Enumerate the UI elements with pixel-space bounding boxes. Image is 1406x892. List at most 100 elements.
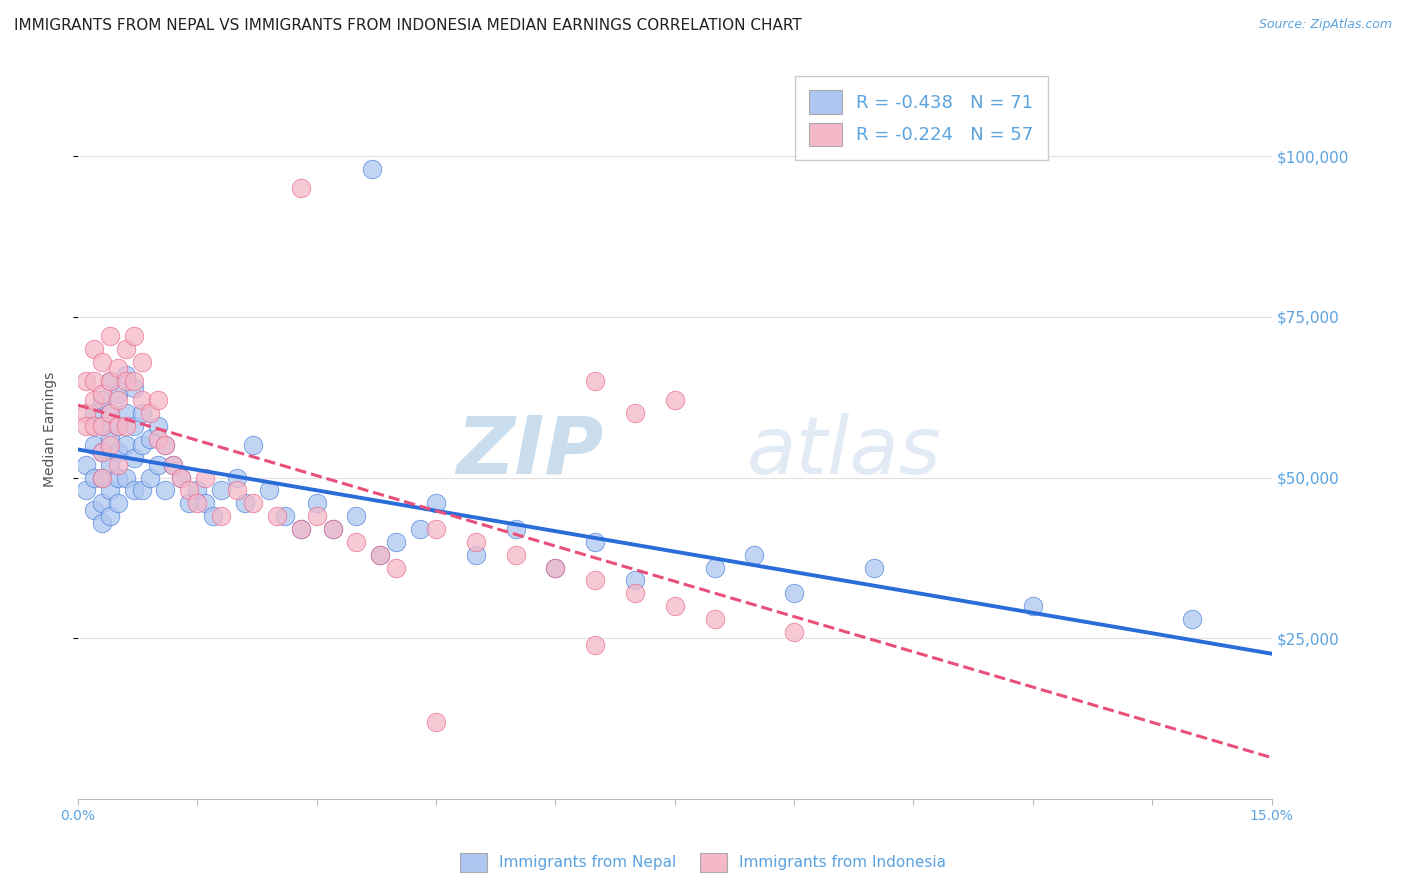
Point — [114, 368, 136, 382]
Point — [862, 560, 884, 574]
Point — [385, 560, 408, 574]
Point — [664, 393, 686, 408]
Point — [583, 374, 606, 388]
Point — [122, 451, 145, 466]
Point — [170, 470, 193, 484]
Point — [624, 574, 647, 588]
Point — [90, 419, 112, 434]
Point — [83, 393, 105, 408]
Point — [75, 406, 97, 420]
Point — [122, 483, 145, 498]
Point — [194, 496, 217, 510]
Point — [1022, 599, 1045, 614]
Point — [202, 509, 225, 524]
Point — [425, 496, 447, 510]
Point — [290, 522, 312, 536]
Y-axis label: Median Earnings: Median Earnings — [44, 372, 58, 487]
Point — [114, 438, 136, 452]
Point — [107, 419, 129, 434]
Point — [194, 470, 217, 484]
Point — [464, 534, 486, 549]
Point — [107, 361, 129, 376]
Point — [361, 161, 384, 176]
Point — [624, 586, 647, 600]
Point — [624, 406, 647, 420]
Point — [83, 342, 105, 356]
Point — [138, 432, 160, 446]
Point — [305, 496, 328, 510]
Point — [114, 406, 136, 420]
Point — [370, 548, 392, 562]
Point — [90, 355, 112, 369]
Point — [98, 406, 121, 420]
Text: IMMIGRANTS FROM NEPAL VS IMMIGRANTS FROM INDONESIA MEDIAN EARNINGS CORRELATION C: IMMIGRANTS FROM NEPAL VS IMMIGRANTS FROM… — [14, 18, 801, 33]
Point — [346, 534, 368, 549]
Point — [131, 355, 153, 369]
Point — [257, 483, 280, 498]
Point — [90, 470, 112, 484]
Point — [107, 387, 129, 401]
Point — [544, 560, 567, 574]
Point — [664, 599, 686, 614]
Point — [75, 458, 97, 472]
Point — [107, 470, 129, 484]
Point — [703, 560, 725, 574]
Point — [122, 374, 145, 388]
Point — [114, 419, 136, 434]
Point — [146, 458, 169, 472]
Text: ZIP: ZIP — [456, 412, 603, 491]
Point — [226, 470, 249, 484]
Point — [138, 470, 160, 484]
Point — [131, 438, 153, 452]
Point — [583, 638, 606, 652]
Point — [83, 406, 105, 420]
Point — [114, 374, 136, 388]
Point — [107, 496, 129, 510]
Point — [107, 458, 129, 472]
Point — [75, 419, 97, 434]
Point — [114, 470, 136, 484]
Point — [90, 393, 112, 408]
Point — [409, 522, 432, 536]
Point — [131, 483, 153, 498]
Point — [425, 714, 447, 729]
Point — [90, 470, 112, 484]
Point — [322, 522, 344, 536]
Point — [146, 393, 169, 408]
Point — [90, 419, 112, 434]
Point — [322, 522, 344, 536]
Legend: Immigrants from Nepal, Immigrants from Indonesia: Immigrants from Nepal, Immigrants from I… — [453, 845, 953, 880]
Point — [90, 445, 112, 459]
Point — [98, 432, 121, 446]
Point — [122, 419, 145, 434]
Point — [122, 380, 145, 394]
Point — [274, 509, 297, 524]
Text: atlas: atlas — [747, 412, 941, 491]
Point — [209, 483, 232, 498]
Point — [226, 483, 249, 498]
Point — [155, 438, 177, 452]
Point — [107, 445, 129, 459]
Point — [290, 181, 312, 195]
Point — [385, 534, 408, 549]
Point — [155, 438, 177, 452]
Point — [179, 496, 201, 510]
Point — [83, 470, 105, 484]
Point — [75, 483, 97, 498]
Point — [83, 502, 105, 516]
Point — [98, 458, 121, 472]
Point — [98, 438, 121, 452]
Point — [107, 393, 129, 408]
Point — [290, 522, 312, 536]
Point — [162, 458, 184, 472]
Point — [90, 387, 112, 401]
Point — [98, 406, 121, 420]
Point — [83, 438, 105, 452]
Point — [83, 374, 105, 388]
Point — [425, 522, 447, 536]
Point — [703, 612, 725, 626]
Point — [266, 509, 288, 524]
Point — [98, 509, 121, 524]
Point — [1181, 612, 1204, 626]
Point — [75, 374, 97, 388]
